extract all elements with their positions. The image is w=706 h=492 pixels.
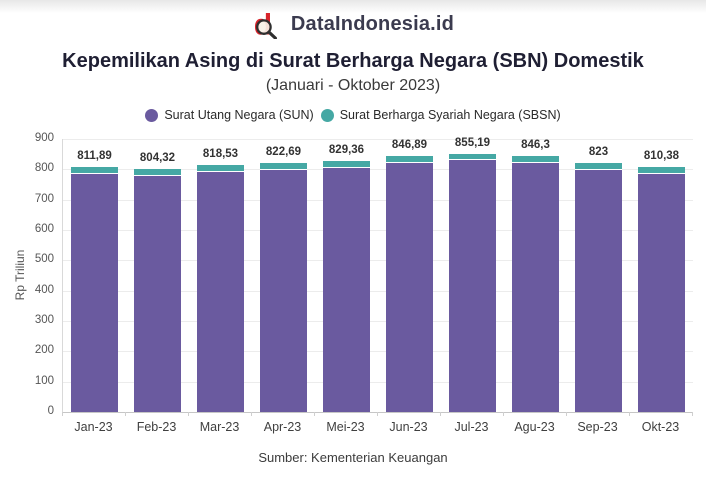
- legend-dot: [320, 108, 334, 122]
- bar-segment-sun[interactable]: [71, 174, 118, 412]
- bar-total-label: 810,38: [643, 150, 680, 162]
- y-tick-label: 100: [34, 374, 54, 387]
- bar-segment-sbsn[interactable]: [512, 155, 559, 163]
- x-tick-mark: [188, 412, 189, 416]
- x-tick-mark: [62, 412, 63, 416]
- chart-title: Kepemilikan Asing di Surat Berharga Nega…: [62, 50, 644, 72]
- legend-item-sbsn[interactable]: Surat Berharga Syariah Negara (SBSN): [320, 108, 561, 122]
- gridline: [63, 139, 693, 140]
- gridline: [63, 381, 693, 383]
- x-tick-mark: [566, 412, 567, 416]
- legend: Surat Utang Negara (SUN) Surat Berharga S…: [0, 108, 706, 122]
- y-tick-label: 0: [47, 405, 54, 417]
- bar-segment-sun[interactable]: [575, 170, 622, 412]
- gridline: [63, 260, 693, 262]
- plot-area: 811,89 804,32 818,53 822,69 829,36 846,89 855,…: [62, 137, 693, 413]
- bar-segment-sbsn[interactable]: [386, 155, 433, 163]
- bar-total-label: 823: [588, 146, 609, 158]
- x-tick-mark: [692, 412, 693, 416]
- bar-segment-sbsn[interactable]: [71, 166, 118, 174]
- legend-dot: [145, 108, 159, 122]
- y-tick-label: 300: [34, 314, 54, 326]
- bar-segment-sun[interactable]: [260, 170, 307, 412]
- gridline: [63, 321, 693, 322]
- bar-segment-sbsn[interactable]: [449, 153, 496, 160]
- bar-total-label: 846,89: [391, 139, 428, 151]
- x-tick-label: Jun-23: [389, 420, 428, 434]
- y-tick-label: 400: [34, 283, 54, 296]
- bar-total-label: 846,3: [521, 139, 550, 151]
- bar-segment-sun[interactable]: [449, 160, 496, 412]
- bar-segment-sbsn[interactable]: [260, 162, 307, 170]
- x-tick-label: Agu-23: [514, 420, 555, 434]
- bar-total-label: 804,32: [139, 152, 176, 164]
- x-tick-mark: [440, 412, 441, 416]
- bar-total-label: 829,36: [328, 144, 365, 156]
- bar-segment-sun[interactable]: [197, 172, 244, 412]
- x-tick-mark: [251, 412, 252, 416]
- bar-total-label: 855,19: [454, 137, 491, 149]
- x-tick-label: Feb-23: [136, 420, 177, 434]
- gridline: [63, 169, 693, 171]
- y-tick-label: 800: [34, 162, 54, 175]
- legend-label: Surat Utang Negara (SUN): [164, 108, 314, 122]
- x-tick-label: Apr-23: [263, 420, 302, 434]
- legend-label: Surat Berharga Syariah Negara (SBSN): [339, 108, 561, 122]
- x-tick-label: Mei-23: [326, 420, 365, 434]
- header: d DataIndonesia.id: [0, 0, 706, 40]
- bar-segment-sun[interactable]: [512, 163, 559, 412]
- gridline: [63, 351, 693, 353]
- bar-segment-sun[interactable]: [638, 174, 685, 412]
- magnifier-icon: [255, 19, 277, 39]
- x-tick-mark: [125, 412, 126, 416]
- source-note: Sumber: Kementerian Keuangan: [258, 450, 448, 465]
- x-tick-label: Jul-23: [454, 420, 489, 434]
- x-tick-mark: [377, 412, 378, 416]
- bar-segment-sbsn[interactable]: [575, 162, 622, 170]
- bar-total-label: 818,53: [202, 148, 239, 160]
- x-tick-label: Jan-23: [74, 420, 113, 434]
- legend-item-sun[interactable]: Surat Utang Negara (SUN): [145, 108, 314, 122]
- y-tick-label: 200: [34, 344, 54, 357]
- bar-segment-sun[interactable]: [323, 168, 370, 412]
- y-tick-label: 500: [34, 253, 54, 266]
- stacked-bar-chart: Rp Triliun 811,89 804,32 818,53 822,69 829,3…: [0, 131, 706, 441]
- bar-total-label: 811,89: [77, 150, 112, 162]
- y-tick-label: 900: [34, 132, 54, 144]
- dataindonesia-logo: d: [254, 9, 277, 39]
- bar-segment-sbsn[interactable]: [638, 166, 685, 174]
- y-tick-label: 600: [34, 223, 54, 235]
- x-tick-label: Okt-23: [641, 420, 680, 434]
- x-tick-label: Mar-23: [199, 420, 240, 434]
- brand-name: DataIndonesia.id: [290, 12, 455, 35]
- bar-segment-sun[interactable]: [386, 163, 433, 412]
- x-tick-label: Sep-23: [577, 420, 618, 434]
- y-tick-label: 700: [34, 192, 54, 205]
- bar-segment-sun[interactable]: [134, 176, 181, 412]
- bar-segment-sbsn[interactable]: [323, 160, 370, 168]
- bar-total-label: 822,69: [265, 146, 302, 158]
- bar-segment-sbsn[interactable]: [197, 164, 244, 172]
- bar-segment-sbsn[interactable]: [134, 168, 181, 176]
- gridline: [63, 290, 693, 292]
- x-tick-mark: [629, 412, 630, 416]
- x-tick-mark: [503, 412, 504, 416]
- gridline: [63, 230, 693, 231]
- gridline: [63, 199, 693, 201]
- x-tick-mark: [314, 412, 315, 416]
- chart-subtitle: (Januari - Oktober 2023): [265, 77, 441, 94]
